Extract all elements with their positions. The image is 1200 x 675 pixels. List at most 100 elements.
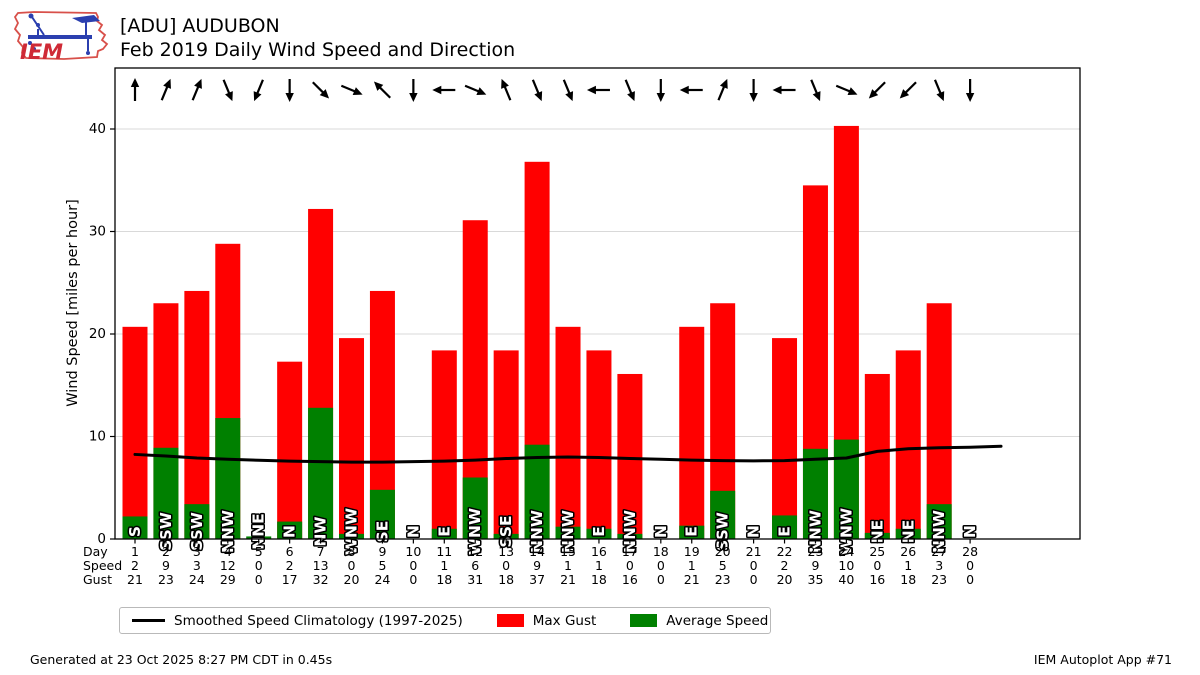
bar-avg-speed [617, 533, 643, 539]
bar-max-gust [617, 373, 643, 539]
day-tick-label: 20 [715, 544, 731, 559]
gust-tick-label: 18 [436, 572, 452, 587]
wind-direction-arrow [749, 79, 758, 102]
wind-direction-arrow [464, 84, 487, 96]
climatology-line-swatch [132, 618, 165, 623]
bar-avg-speed [339, 533, 365, 539]
gust-tick-label: 24 [189, 572, 205, 587]
wind-direction-arrow [501, 78, 512, 101]
plot-frame [114, 67, 1081, 540]
wind-direction-arrow [656, 79, 666, 102]
y-tick-label: 20 [89, 326, 106, 342]
direction-label: SSW [188, 512, 206, 551]
direction-label: N [652, 525, 670, 538]
direction-label: E [776, 526, 794, 537]
bar-avg-speed [462, 477, 488, 539]
day-tick-label: 8 [348, 544, 356, 559]
bar-avg-speed [524, 444, 550, 539]
speed-tick-label: 9 [162, 558, 170, 573]
bar-max-gust [122, 326, 148, 539]
wind-direction-arrow [312, 81, 330, 99]
day-tick-label: 5 [255, 544, 263, 559]
max-gust-swatch [496, 613, 524, 628]
climatology-line [133, 444, 1003, 464]
bar-avg-speed [802, 448, 828, 539]
speed-tick-label: 0 [873, 558, 881, 573]
gust-tick-label: 31 [467, 572, 483, 587]
bar-avg-speed [246, 536, 272, 539]
direction-label: SSW [714, 512, 732, 551]
bar-avg-speed [926, 504, 952, 539]
speed-tick-label: 1 [595, 558, 603, 573]
wind-direction-arrow [586, 85, 610, 95]
speed-tick-label: 9 [811, 558, 819, 573]
day-tick-label: 27 [931, 544, 947, 559]
day-tick-label: 11 [436, 544, 452, 559]
gust-tick-label: 17 [282, 572, 298, 587]
wind-direction-arrow [562, 79, 574, 102]
speed-tick-label: 0 [966, 558, 974, 573]
wind-direction-arrow [130, 78, 140, 101]
bar-avg-speed [308, 407, 334, 539]
day-row-header: Day [83, 544, 108, 559]
gust-tick-label: 37 [529, 572, 545, 587]
gust-tick-label: 21 [560, 572, 576, 587]
direction-label: NE [868, 520, 886, 544]
direction-label: S [126, 526, 144, 537]
direction-label: N [961, 525, 979, 538]
direction-label: E [590, 526, 608, 537]
y-tick-label: 30 [89, 224, 106, 240]
day-tick-label: 1 [131, 544, 139, 559]
legend-label-climatology: Smoothed Speed Climatology (1997-2025) [174, 612, 463, 629]
bar-max-gust [679, 326, 705, 539]
direction-label: N [404, 525, 422, 538]
direction-label: NNE [250, 513, 268, 550]
bar-avg-speed [277, 521, 303, 539]
gust-tick-label: 0 [657, 572, 665, 587]
speed-tick-label: 2 [781, 558, 789, 573]
wind-direction-arrow [717, 78, 728, 101]
direction-label: NNW [930, 510, 948, 553]
gust-tick-label: 18 [591, 572, 607, 587]
speed-row-header: Speed [83, 558, 122, 573]
legend-label-max-gust: Max Gust [532, 612, 597, 629]
gust-tick-label: 18 [900, 572, 916, 587]
logo-text: IEM [20, 40, 63, 64]
wind-direction-arrow [285, 79, 294, 102]
day-tick-label: 25 [869, 544, 885, 559]
gust-tick-label: 0 [255, 572, 263, 587]
legend-label-average-speed: Average Speed [666, 612, 769, 629]
wind-direction-arrow [679, 85, 703, 95]
average-speed-swatch [630, 613, 658, 628]
speed-tick-label: 3 [935, 558, 943, 573]
wind-direction-arrow [340, 84, 363, 96]
gust-tick-label: 32 [313, 572, 329, 587]
gust-tick-label: 16 [622, 572, 638, 587]
wind-direction-arrow [222, 79, 233, 102]
wind-direction-arrow [810, 79, 821, 102]
gust-tick-label: 29 [220, 572, 236, 587]
bar-max-gust [895, 350, 921, 539]
direction-label: WNW [343, 508, 361, 555]
y-tick-label: 10 [89, 429, 106, 445]
gust-tick-label: 23 [931, 572, 947, 587]
speed-tick-label: 0 [750, 558, 758, 573]
speed-tick-label: 0 [255, 558, 263, 573]
day-tick-label: 15 [560, 544, 576, 559]
gust-tick-label: 35 [808, 572, 824, 587]
day-tick-label: 26 [900, 544, 916, 559]
speed-tick-label: 0 [348, 558, 356, 573]
speed-tick-label: 0 [657, 558, 665, 573]
speed-tick-label: 10 [838, 558, 854, 573]
bar-max-gust [772, 338, 798, 539]
page-title: Feb 2019 Daily Wind Speed and Direction [120, 39, 516, 61]
day-tick-label: 9 [378, 544, 386, 559]
generated-timestamp: Generated at 23 Oct 2025 8:27 PM CDT in … [30, 652, 333, 667]
speed-tick-label: 0 [626, 558, 634, 573]
speed-tick-label: 1 [904, 558, 912, 573]
wind-chart: S SSW SSW NNW NNE N NW WNW SE N E WNW SSE NNW NNW E NNW N… [65, 67, 1081, 587]
speed-tick-label: 1 [440, 558, 448, 573]
direction-label: NNW [528, 510, 546, 553]
speed-tick-label: 2 [131, 558, 139, 573]
gust-tick-label: 0 [409, 572, 417, 587]
